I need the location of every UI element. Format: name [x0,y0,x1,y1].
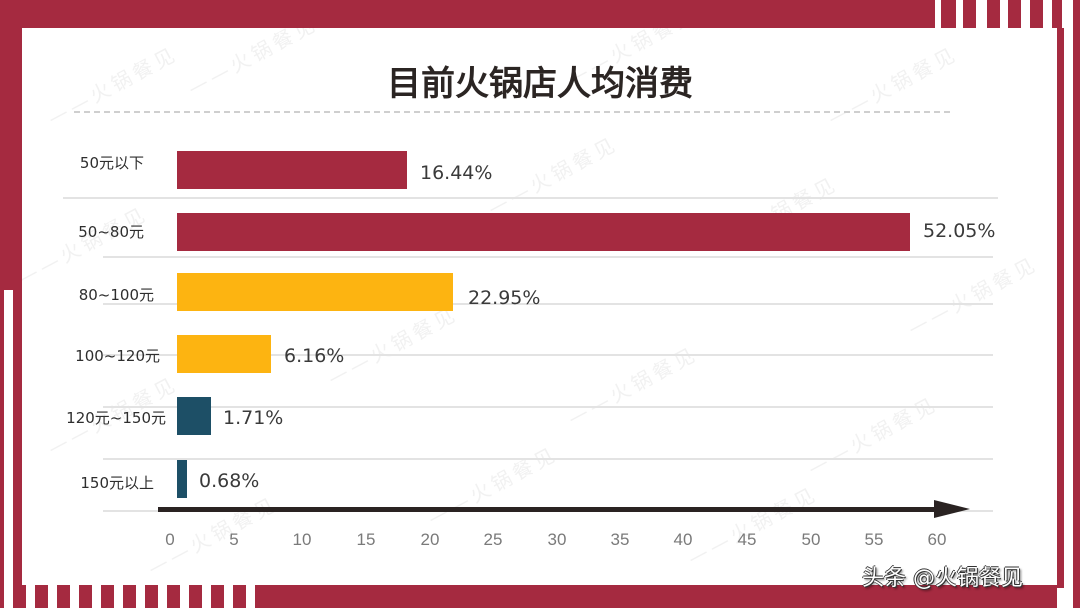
frame-stripe [1030,0,1043,28]
frame-stripe [35,585,48,608]
bar-80-100 [177,273,453,311]
tick-label: 35 [610,530,630,549]
x-axis-arrow-icon [934,500,970,518]
watermark: ——火锅餐见 [803,391,942,481]
tick-label: 15 [356,530,376,549]
bar-120-150 [177,397,211,435]
frame-stripe [101,585,114,608]
frame-stripe [145,585,158,608]
bar-150-above [177,460,187,498]
tick-label: 5 [229,530,239,549]
tick-label: 0 [165,530,175,549]
gridline [103,303,993,305]
category-label: 50元以下 [79,154,144,172]
chart-title: 目前火锅店人均消费 [387,64,693,104]
bar-50-below [177,151,407,189]
frame-right-stripe [1073,0,1080,608]
frame-left [0,0,22,290]
frame-stripe [167,585,180,608]
gridline [63,197,998,199]
frame-stripe [941,0,956,28]
frame-stripe [211,585,224,608]
frame-stripe [963,0,976,28]
tick-label: 50 [801,530,821,549]
watermark: ——火锅餐见 [903,251,1042,341]
frame-left-stripe [0,290,4,608]
frame-stripe [57,585,70,608]
tick-label: 20 [420,530,440,549]
frame-stripe [1052,0,1062,28]
bar-value-label: 0.68% [199,470,260,492]
frame-stripe [233,585,246,608]
category-label: 80~100元 [78,286,154,304]
bar-value-label: 16.44% [420,162,493,184]
watermark: ——火锅餐见 [683,481,822,571]
frame-stripe [987,0,1000,28]
tick-label: 55 [864,530,884,549]
tick-label: 10 [292,530,312,549]
watermark: ——火锅餐见 [423,441,562,531]
frame-stripe [123,585,136,608]
frame-stripe [79,585,92,608]
frame-top [0,0,935,28]
watermark: ——火锅餐见 [13,201,152,291]
frame-stripe [189,585,202,608]
watermark: ——火锅餐见 [563,341,702,431]
category-label: 100~120元 [75,347,160,365]
gridline [103,458,993,460]
tick-label: 25 [483,530,503,549]
bar-value-label: 22.95% [468,287,541,309]
category-label: 50~80元 [78,223,144,241]
category-label: 120元~150元 [66,409,166,427]
frame-right-stripe [1057,28,1064,588]
frame-bottom [255,585,1057,608]
gridline [103,256,993,258]
bar-value-label: 52.05% [923,220,996,242]
gridline [103,406,993,408]
x-axis-line [158,507,936,512]
frame-stripe [22,585,26,608]
watermark: ——火锅餐见 [483,131,622,221]
frame-stripe [1008,0,1021,28]
bar-value-label: 1.71% [223,407,284,429]
bar-50-80 [177,213,910,251]
tick-label: 40 [673,530,693,549]
tick-label: 60 [927,530,947,549]
gridline [103,354,993,356]
frame-left-stripe [13,290,22,608]
source-credit: 头条 @火锅餐见 [862,566,1023,591]
tick-label: 45 [737,530,757,549]
bar-value-label: 6.16% [284,345,345,367]
category-label: 150元以上 [80,474,154,492]
bar-100-120 [177,335,271,373]
tick-label: 30 [547,530,567,549]
title-divider [74,111,950,113]
